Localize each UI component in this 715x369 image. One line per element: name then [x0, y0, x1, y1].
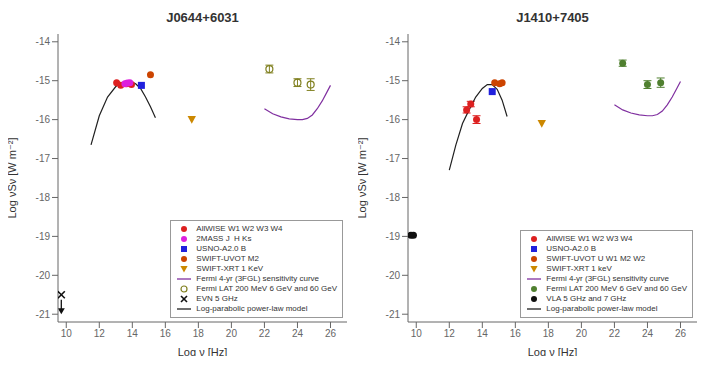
svg-text:24: 24 [292, 328, 304, 339]
svg-text:20: 20 [226, 328, 238, 339]
svg-text:16: 16 [160, 328, 172, 339]
html-text:J1410+7405: J1410+7405 [516, 10, 589, 25]
html-text:AllWISE W1 W2 W3 W4: AllWISE W1 W2 W3 W4 [546, 234, 633, 243]
svg-text:-17: -17 [386, 153, 401, 164]
svg-text:-18: -18 [36, 192, 51, 203]
html-text:AllWISE W1 W2 W3 W4: AllWISE W1 W2 W3 W4 [196, 224, 283, 233]
svg-text:Log νSν [W m⁻²]: Log νSν [W m⁻²] [8, 138, 18, 219]
svg-text:10: 10 [61, 328, 73, 339]
html-text:USNO-A2.0 B: USNO-A2.0 B [546, 244, 597, 253]
svg-text:18: 18 [543, 328, 555, 339]
svg-text:10: 10 [411, 328, 423, 339]
html-text:2MASS J H Ks: 2MASS J H Ks [196, 234, 252, 243]
html-text:Fermi 4-yr (3FGL) sensitivity: Fermi 4-yr (3FGL) sensitivity curve [196, 274, 319, 283]
svg-text:14: 14 [127, 328, 139, 339]
svg-text:24: 24 [642, 328, 654, 339]
svg-text:-21: -21 [36, 309, 51, 320]
html-text:SWIFT-UVOT M2: SWIFT-UVOT M2 [196, 254, 259, 263]
svg-text:Log ν [Hz]: Log ν [Hz] [528, 346, 578, 356]
html-text:SWIFT-XRT 1 KeV: SWIFT-XRT 1 KeV [196, 264, 264, 273]
svg-text:26: 26 [675, 328, 687, 339]
html-text:VLA 5 GHz and 7 GHz: VLA 5 GHz and 7 GHz [546, 294, 627, 303]
svg-text:-15: -15 [36, 75, 51, 86]
html-text:Fermi LAT 200 MeV 6 GeV and 60: Fermi LAT 200 MeV 6 GeV and 60 GeV [196, 284, 337, 293]
svg-text:-16: -16 [386, 114, 401, 125]
svg-text:18: 18 [193, 328, 205, 339]
svg-text:Log νSν [W m⁻²]: Log νSν [W m⁻²] [358, 138, 368, 219]
html-text:SWIFT-XRT 1 keV: SWIFT-XRT 1 keV [546, 264, 612, 273]
svg-text:-14: -14 [36, 36, 51, 47]
svg-text:-16: -16 [36, 114, 51, 125]
svg-text:-21: -21 [386, 309, 401, 320]
svg-text:-20: -20 [36, 270, 51, 281]
svg-text:Log ν [Hz]: Log ν [Hz] [178, 346, 228, 356]
svg-text:14: 14 [477, 328, 489, 339]
html-text:Log-parabolic power-law model: Log-parabolic power-law model [546, 304, 658, 313]
svg-text:-20: -20 [386, 270, 401, 281]
html-text:Fermi 4-yr (3FGL) sensitivity: Fermi 4-yr (3FGL) sensitivity curve [546, 274, 669, 283]
html-text:EVN 5 GHz: EVN 5 GHz [196, 294, 238, 303]
svg-text:22: 22 [259, 328, 271, 339]
svg-text:26: 26 [325, 328, 337, 339]
html-text:USNO-A2.0 B: USNO-A2.0 B [196, 244, 247, 253]
svg-text:-19: -19 [386, 231, 401, 242]
html-text:Log-parabolic power-law model: Log-parabolic power-law model [196, 304, 308, 313]
svg-text:-14: -14 [386, 36, 401, 47]
svg-text:16: 16 [510, 328, 522, 339]
svg-text:20: 20 [576, 328, 588, 339]
svg-text:22: 22 [609, 328, 621, 339]
svg-text:12: 12 [94, 328, 106, 339]
svg-text:12: 12 [444, 328, 456, 339]
html-text:J0644+6031: J0644+6031 [166, 10, 239, 25]
html-text:SWIFT-UVOT U W1 M2 W2: SWIFT-UVOT U W1 M2 W2 [546, 254, 646, 263]
html-text:Fermi LAT 200 MeV 6 GeV and 60: Fermi LAT 200 MeV 6 GeV and 60 GeV [546, 284, 687, 293]
svg-text:-15: -15 [386, 75, 401, 86]
svg-text:-17: -17 [36, 153, 51, 164]
svg-text:-19: -19 [36, 231, 51, 242]
svg-text:-18: -18 [386, 192, 401, 203]
